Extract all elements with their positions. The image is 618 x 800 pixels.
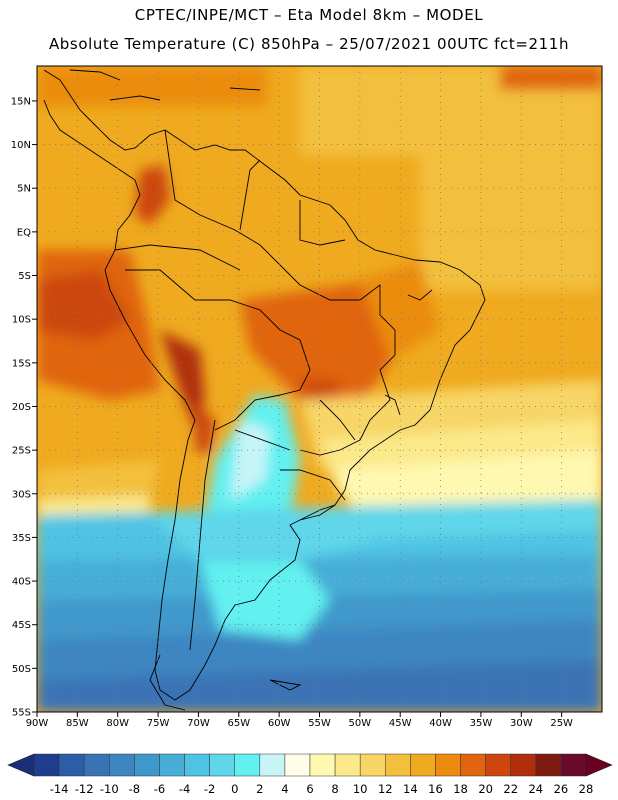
colorbar-label: -8 [129, 782, 140, 796]
lon-label: 50W [349, 718, 372, 729]
colorbar-swatch [159, 753, 185, 777]
lat-label: 50S [12, 664, 31, 675]
colorbar-swatch [259, 753, 286, 777]
lon-label: 45W [389, 718, 412, 729]
colorbar-label: 10 [353, 782, 368, 796]
colorbar-swatch [359, 753, 386, 777]
colorbar-swatch [460, 753, 486, 777]
colorbar-label: 6 [306, 782, 313, 796]
longitude-labels: 90W 85W 80W 75W 70W 65W 60W 55W 50W 45W 40W 35W 30W 2… [26, 712, 573, 729]
colorbar-swatch [410, 753, 436, 777]
colorbar-label: 14 [403, 782, 418, 796]
colorbar-label: -2 [204, 782, 215, 796]
colorbar-labels: -14 -12 -10 -8 -6 -4 -2 0 2 4 6 8 10 12 14 16 18 20 22 24 26… [50, 782, 594, 796]
lon-label: 60W [268, 718, 291, 729]
colorbar-swatch [58, 753, 85, 777]
graticule [37, 66, 602, 713]
lon-label: 40W [429, 718, 452, 729]
lon-label: 65W [227, 718, 250, 729]
lon-label: 90W [26, 718, 49, 729]
colorbar-swatch [435, 753, 461, 777]
lat-label: 30S [12, 489, 31, 500]
lat-label: 10N [11, 140, 31, 151]
colorbar-swatch [234, 753, 261, 777]
colorbar-label: 24 [528, 782, 543, 796]
lat-label: EQ [17, 227, 31, 238]
colorbar-label: 0 [231, 782, 238, 796]
colorbar-swatch [485, 753, 511, 777]
colorbar-high-arrow [585, 753, 613, 777]
colorbar-swatch [184, 753, 210, 777]
lon-label: 85W [66, 718, 89, 729]
colorbar-label: 22 [503, 782, 518, 796]
colorbar-low-arrow [7, 753, 35, 777]
colorbar-label: 12 [378, 782, 393, 796]
colorbar-swatch [560, 753, 587, 777]
lon-label: 80W [106, 718, 129, 729]
map-subtitle: Absolute Temperature (C) 850hPa – 25/07/… [48, 35, 570, 53]
colorbar-label: 4 [281, 782, 288, 796]
colorbar-label: -6 [154, 782, 165, 796]
lat-label: 45S [12, 620, 31, 631]
latitude-labels: 15N 10N 5N EQ 5S 10S 15S 20S 25S 30S 35S 40S 45S 50S 5… [11, 96, 37, 719]
colorbar-label: -4 [179, 782, 190, 796]
colorbar-swatch [334, 753, 361, 777]
colorbar [7, 753, 613, 777]
colorbar-label: -10 [100, 782, 119, 796]
colorbar-swatch [309, 753, 336, 777]
lon-label: 25W [550, 718, 573, 729]
lat-label: 5N [17, 184, 31, 195]
lon-label: 70W [187, 718, 210, 729]
colorbar-label: 20 [478, 782, 493, 796]
colorbar-swatch [83, 753, 110, 777]
colorbar-label: 16 [428, 782, 443, 796]
colorbar-label: 8 [331, 782, 338, 796]
lat-label: 15S [12, 358, 31, 369]
colorbar-swatch [535, 753, 562, 777]
colorbar-swatch [134, 753, 160, 777]
colorbar-label: -12 [75, 782, 94, 796]
colorbar-label: -14 [50, 782, 69, 796]
lon-label: 35W [470, 718, 493, 729]
temperature-field [37, 66, 602, 712]
colorbar-label: 18 [453, 782, 468, 796]
colorbar-swatch [33, 753, 60, 777]
lat-label: 10S [12, 315, 31, 326]
colorbar-swatch [209, 753, 235, 777]
colorbar-swatch [284, 753, 311, 777]
lat-label: 20S [12, 402, 31, 413]
colorbar-swatch [109, 753, 135, 777]
colorbar-label: 2 [256, 782, 263, 796]
lat-label: 15N [11, 96, 31, 107]
lon-label: 55W [308, 718, 331, 729]
lat-label: 35S [12, 533, 31, 544]
lat-label: 5S [18, 271, 31, 282]
colorbar-swatch [385, 753, 411, 777]
colorbar-swatch [510, 753, 537, 777]
coastlines [43, 69, 486, 711]
lat-label: 55S [12, 708, 31, 719]
lat-label: 40S [12, 577, 31, 588]
lat-label: 25S [12, 446, 31, 457]
colorbar-label: 26 [554, 782, 569, 796]
map-title: CPTEC/INPE/MCT – Eta Model 8km – MODEL [134, 6, 484, 24]
lon-label: 30W [510, 718, 533, 729]
colorbar-label: 28 [579, 782, 594, 796]
lon-label: 75W [147, 718, 170, 729]
